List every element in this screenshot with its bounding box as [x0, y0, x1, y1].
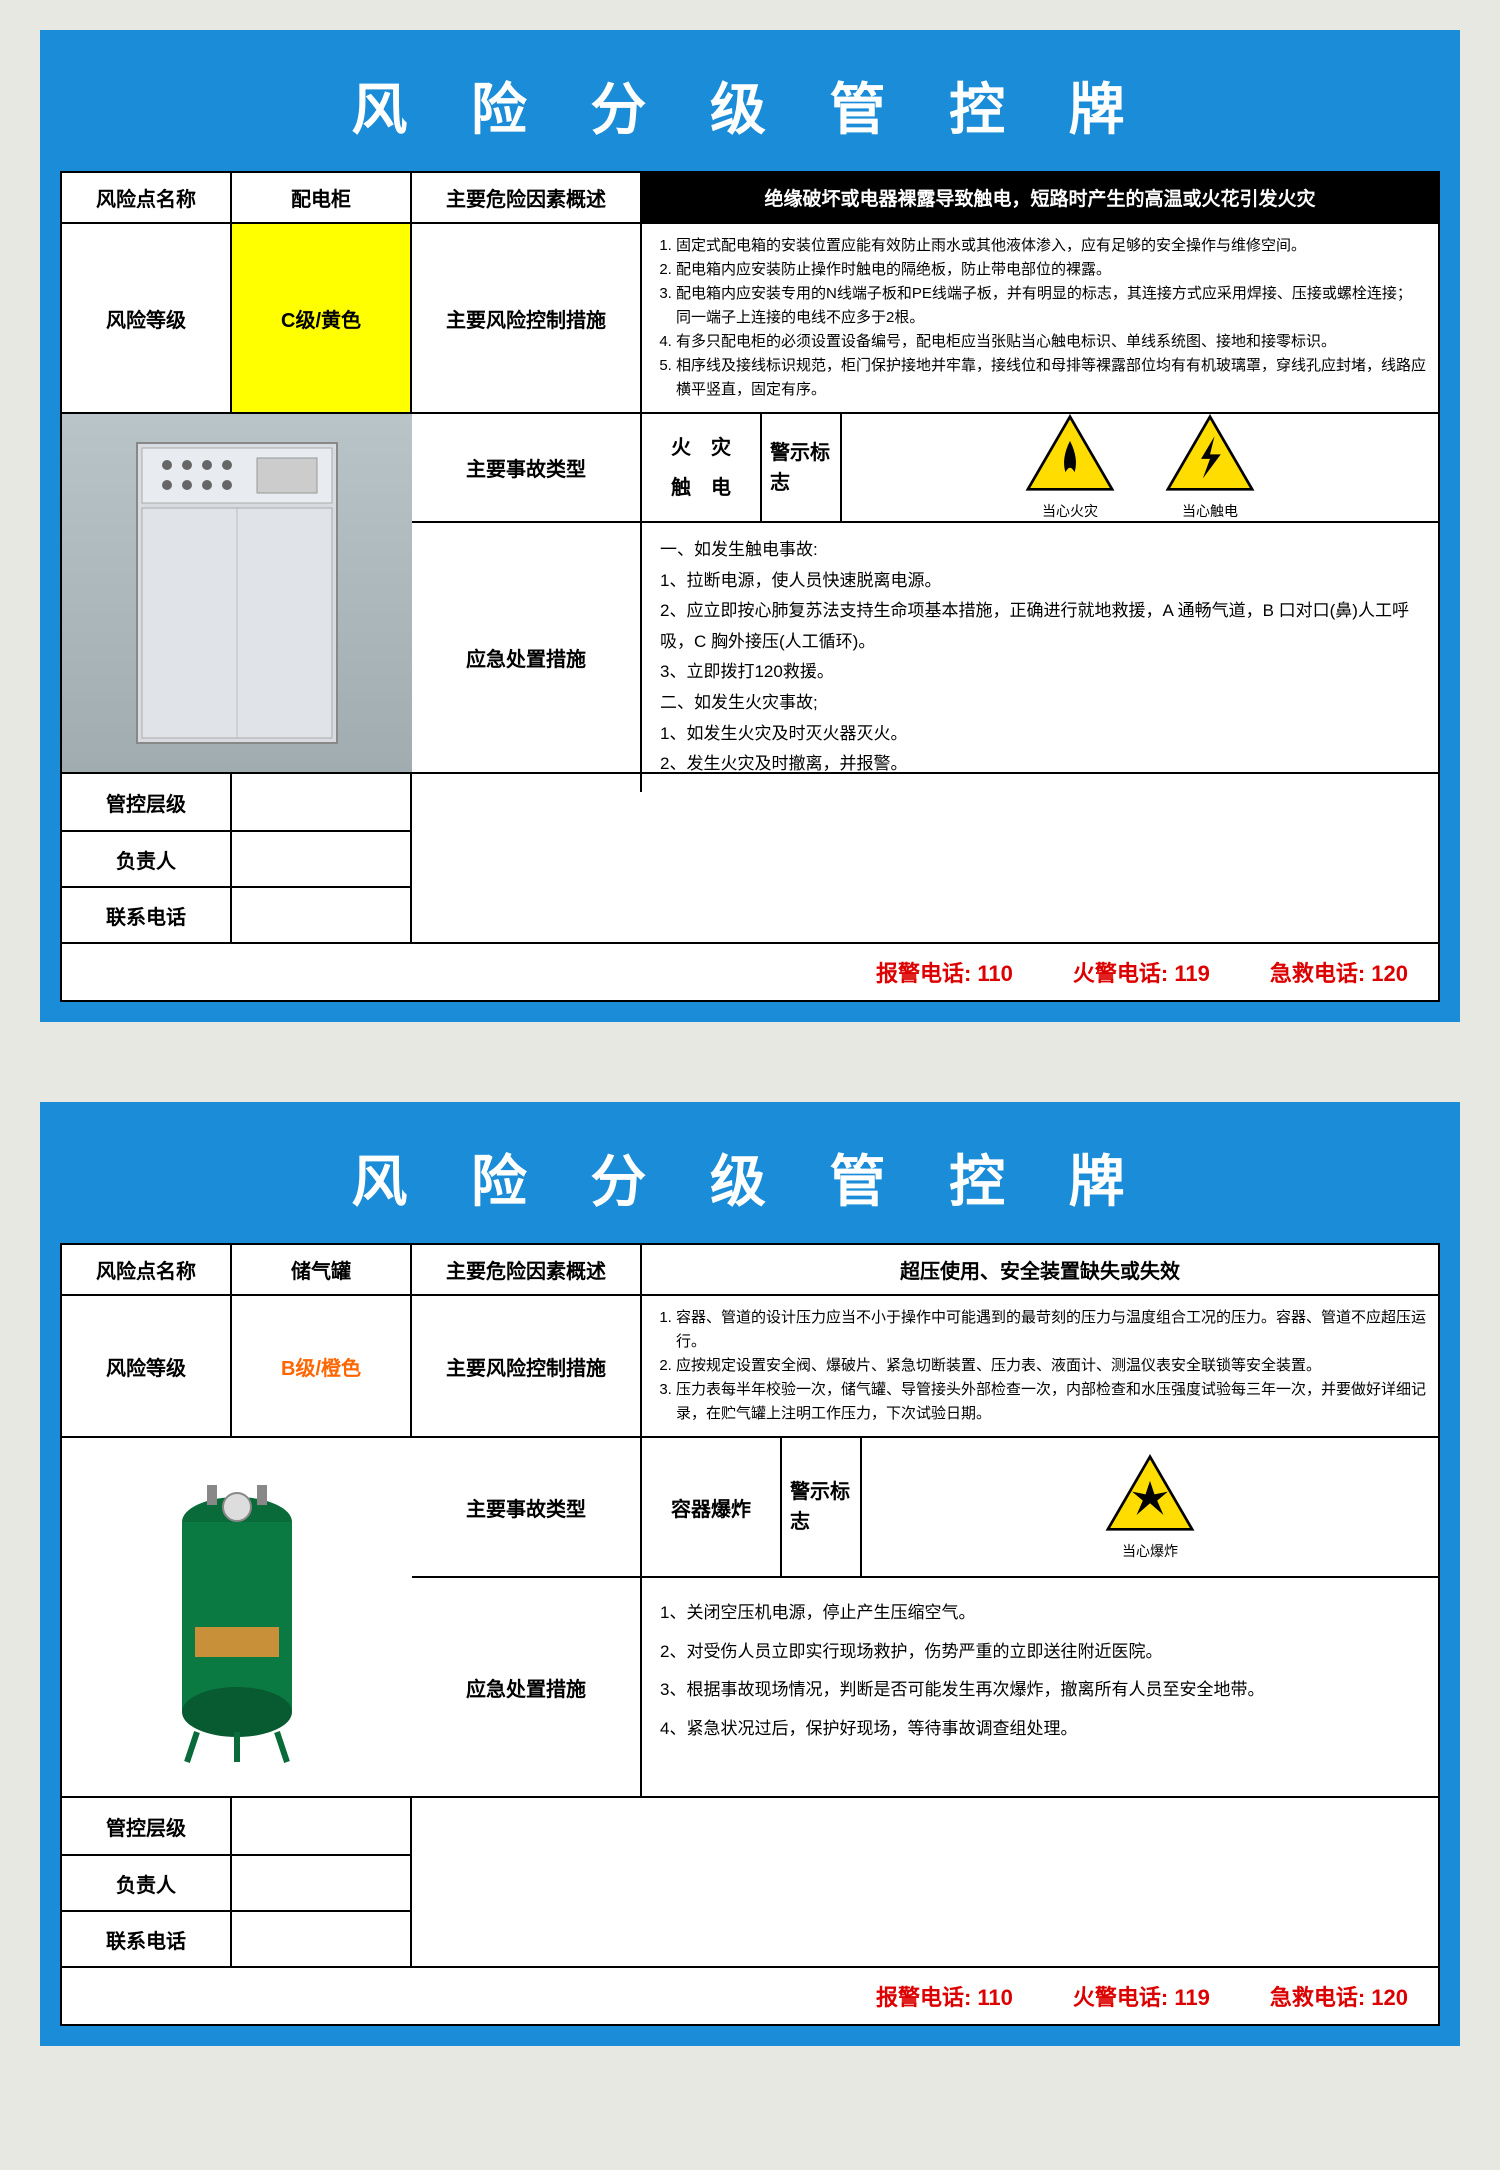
label-risklevel: 风险等级: [62, 1296, 232, 1436]
grid: 风险点名称 配电柜 主要危险因素概述 绝缘破坏或电器裸露导致触电，短路时产生的高…: [60, 171, 1440, 1002]
label-accident: 主要事故类型: [412, 1438, 642, 1576]
label-riskpoint: 风险点名称: [62, 173, 232, 222]
label-owner: 负责人: [62, 832, 232, 886]
value-hazard: 绝缘破坏或电器裸露导致触电，短路时产生的高温或火花引发火灾: [642, 173, 1438, 222]
alarm-phone: 报警电话: 110: [876, 1980, 1013, 2012]
label-emergency: 应急处置措施: [412, 1578, 642, 1796]
label-warn: 警示标志: [782, 1438, 862, 1576]
equipment-image: [62, 1438, 412, 1796]
fire-warning-icon: [1025, 414, 1115, 492]
shock-warning-icon: [1165, 414, 1255, 492]
value-riskpoint: 储气罐: [232, 1245, 412, 1294]
tank-icon: [157, 1467, 317, 1767]
risk-card-2: 风 险 分 级 管 控 牌 风险点名称 储气罐 主要危险因素概述 超压使用、安全…: [40, 1102, 1460, 2046]
label-control: 主要风险控制措施: [412, 224, 642, 412]
label-riskpoint: 风险点名称: [62, 1245, 232, 1294]
value-hazard: 超压使用、安全装置缺失或失效: [642, 1245, 1438, 1294]
risk-card-1: 风 险 分 级 管 控 牌 风险点名称 配电柜 主要危险因素概述 绝缘破坏或电器…: [40, 30, 1460, 1022]
fire-phone: 火警电话: 119: [1073, 956, 1210, 988]
aid-phone: 急救电话: 120: [1270, 1980, 1408, 2012]
phone-row: 报警电话: 110 火警电话: 119 急救电话: 120: [62, 944, 1438, 1000]
label-hazard: 主要危险因素概述: [412, 1245, 642, 1294]
value-risklevel: C级/黄色: [232, 224, 412, 412]
value-emergency: 一、如发生触电事故: 1、拉断电源，使人员快速脱离电源。 2、应立即按心肺复苏法…: [642, 523, 1438, 792]
alarm-phone: 报警电话: 110: [876, 956, 1013, 988]
label-warn: 警示标志: [762, 414, 842, 521]
warn-icons: 当心爆炸: [862, 1438, 1438, 1576]
label-hazard: 主要危险因素概述: [412, 173, 642, 222]
label-mgmt: 管控层级: [62, 774, 232, 830]
value-emergency: 1、关闭空压机电源，停止产生压缩空气。2、对受伤人员立即实行现场救护，伤势严重的…: [642, 1578, 1438, 1796]
label-phone: 联系电话: [62, 1912, 232, 1966]
equipment-image: [62, 414, 412, 772]
value-control: 容器、管道的设计压力应当不小于操作中可能遇到的最苛刻的压力与温度组合工况的压力。…: [642, 1296, 1438, 1436]
grid: 风险点名称 储气罐 主要危险因素概述 超压使用、安全装置缺失或失效 风险等级 B…: [60, 1243, 1440, 2026]
value-accident: 容器爆炸: [642, 1438, 782, 1576]
value-risklevel: B级/橙色: [232, 1296, 412, 1436]
card-title: 风 险 分 级 管 控 牌: [60, 50, 1440, 171]
explosion-warning-icon: [1105, 1454, 1195, 1532]
value-accident: 火 灾 触 电: [642, 414, 762, 521]
value-riskpoint: 配电柜: [232, 173, 412, 222]
phone-row: 报警电话: 110 火警电话: 119 急救电话: 120: [62, 1968, 1438, 2024]
label-mgmt: 管控层级: [62, 1798, 232, 1854]
fire-phone: 火警电话: 119: [1073, 1980, 1210, 2012]
value-control: 固定式配电箱的安装位置应能有效防止雨水或其他液体渗入，应有足够的安全操作与维修空…: [642, 224, 1438, 412]
aid-phone: 急救电话: 120: [1270, 956, 1408, 988]
label-emergency: 应急处置措施: [412, 523, 642, 792]
label-accident: 主要事故类型: [412, 414, 642, 521]
warn-icons: 当心火灾 当心触电: [842, 414, 1438, 521]
label-control: 主要风险控制措施: [412, 1296, 642, 1436]
cabinet-icon: [117, 433, 357, 753]
label-owner: 负责人: [62, 1856, 232, 1910]
card-title: 风 险 分 级 管 控 牌: [60, 1122, 1440, 1243]
label-risklevel: 风险等级: [62, 224, 232, 412]
label-phone: 联系电话: [62, 888, 232, 942]
